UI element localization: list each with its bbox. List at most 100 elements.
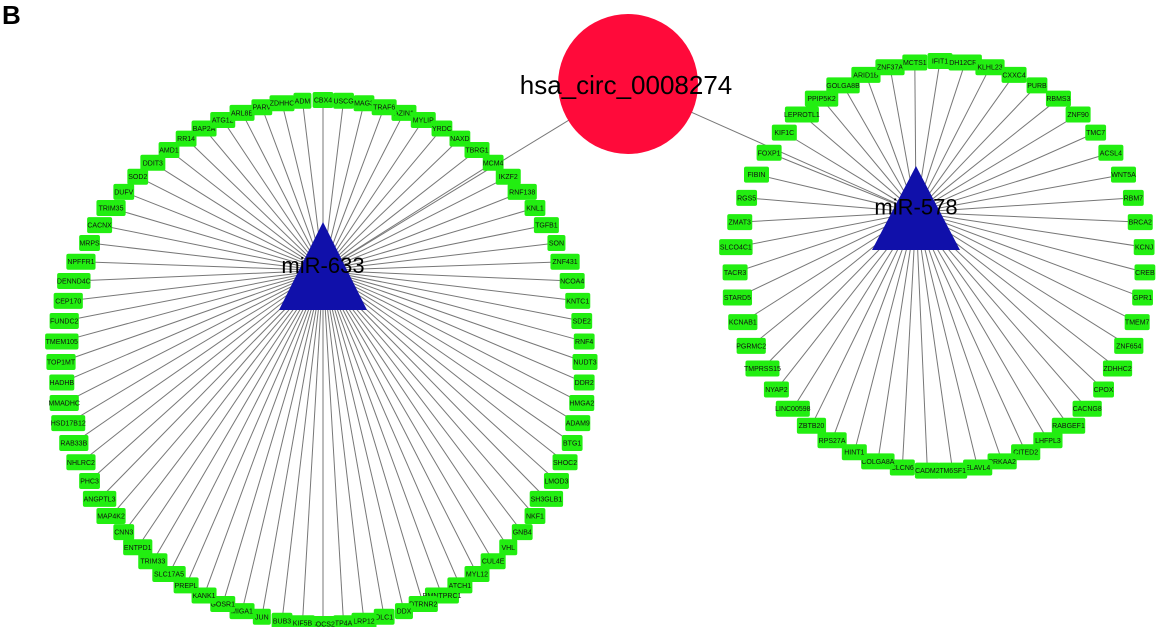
gene-node[interactable]: LRP12	[351, 612, 377, 629]
gene-node[interactable]: LEPROTL1	[784, 106, 820, 123]
gene-node[interactable]: NPFFR1	[66, 253, 96, 270]
gene-node[interactable]: CACNG8	[1072, 400, 1102, 417]
gene-node[interactable]: KLHL23	[975, 59, 1005, 76]
gene-node[interactable]: ENTPD1	[123, 539, 153, 556]
gene-node[interactable]: LMOD3	[543, 472, 569, 489]
gene-node[interactable]: MMADHC	[48, 394, 80, 411]
gene-node[interactable]: IFIT1	[927, 53, 953, 69]
gene-node[interactable]: KIF5B	[289, 615, 315, 632]
gene-node[interactable]: DENND4C	[57, 273, 91, 290]
gene-node[interactable]: TRIM35	[96, 200, 126, 217]
gene-node[interactable]: ARID1B	[851, 66, 881, 83]
gene-node[interactable]: RNF4	[573, 333, 595, 350]
gene-node[interactable]: ANGPTL3	[82, 490, 117, 507]
gene-node[interactable]: SHOC2	[552, 454, 578, 471]
gene-node[interactable]: SDE2	[571, 313, 593, 330]
gene-node[interactable]: KCNAB1	[728, 314, 758, 331]
gene-node[interactable]: SLC17A5	[152, 565, 186, 582]
gene-node[interactable]: TGFB1	[533, 217, 559, 234]
gene-node[interactable]: NAXD	[449, 130, 471, 147]
gene-node[interactable]: NUDT3	[572, 354, 598, 370]
gene-node[interactable]: TMEM105	[45, 333, 79, 350]
gene-node[interactable]: RBMS3	[1045, 90, 1071, 107]
gene-node[interactable]: DDIT3	[140, 154, 166, 171]
gene-node[interactable]: PGRMC2	[736, 337, 766, 354]
gene-node[interactable]: DUFV	[113, 183, 135, 200]
gene-node[interactable]: ADAM9	[565, 415, 591, 432]
gene-node[interactable]: BRCA2	[1127, 214, 1153, 231]
gene-node[interactable]: MAG3	[353, 95, 375, 112]
gene-node[interactable]: CACNX	[87, 217, 112, 234]
gene-node[interactable]: TOP1MT	[46, 354, 76, 370]
gene-node[interactable]: KNL1	[524, 200, 546, 217]
gene-node[interactable]: FOXP1	[756, 144, 782, 161]
gene-node[interactable]: SLCO4C1	[719, 239, 753, 256]
gene-node[interactable]: DTRNR2	[408, 596, 438, 613]
gene-node[interactable]: CUL4E	[480, 553, 506, 570]
gene-node[interactable]: ADM	[293, 92, 312, 109]
gene-node[interactable]: BTG1	[561, 434, 583, 451]
gene-node[interactable]: CNN3	[113, 524, 135, 541]
gene-node[interactable]: MCTS1	[902, 54, 928, 71]
gene-node[interactable]: RABGEF1	[1051, 417, 1086, 434]
gene-node[interactable]: RR14	[175, 130, 197, 147]
gene-node[interactable]: GNB4	[511, 524, 533, 541]
gene-node[interactable]: AMD1	[158, 142, 180, 159]
gene-node[interactable]: GOLGA8B	[826, 77, 860, 94]
gene-node[interactable]: CADM2	[914, 462, 940, 479]
gene-node[interactable]: HSD17B12	[51, 415, 86, 432]
mirna-node-mir578[interactable]: miR-578	[872, 166, 960, 250]
gene-node[interactable]: MRPS	[79, 235, 100, 252]
gene-node[interactable]: CEP170	[53, 292, 83, 309]
gene-node[interactable]: PRKAA2	[987, 453, 1017, 470]
gene-node[interactable]: CREB	[1134, 264, 1156, 281]
gene-node[interactable]: PARV	[251, 99, 273, 116]
gene-node[interactable]: ARL8B	[229, 104, 255, 121]
gene-node[interactable]: TP4A	[333, 615, 354, 632]
gene-node[interactable]: TRAF6	[371, 99, 397, 116]
gene-node[interactable]: RBM7	[1122, 189, 1144, 206]
gene-node[interactable]: ZNF654	[1114, 337, 1144, 354]
gene-node[interactable]: RPS27A	[817, 432, 847, 449]
gene-node[interactable]: MCM4	[482, 154, 504, 171]
gene-node[interactable]: ZNF431	[550, 253, 580, 270]
gene-node[interactable]: TM6SF1	[938, 462, 968, 479]
gene-node[interactable]: CXXC4	[1001, 66, 1027, 83]
gene-node[interactable]: PHC3	[79, 472, 100, 489]
gene-node[interactable]: RGS5	[736, 189, 758, 206]
gene-node[interactable]: SON	[547, 235, 566, 252]
gene-node[interactable]: USCG	[333, 92, 354, 109]
gene-node[interactable]: GPR1	[1132, 289, 1153, 306]
gene-node[interactable]: ACSL4	[1098, 144, 1124, 161]
gene-node[interactable]: FUNDC2	[49, 313, 79, 330]
gene-node[interactable]: VHL	[499, 539, 518, 556]
gene-node[interactable]: RAB33B	[59, 434, 89, 451]
gene-node[interactable]: TRIM33	[138, 553, 168, 570]
gene-node[interactable]: WNT5A	[1111, 166, 1136, 183]
gene-node[interactable]: HADHB	[49, 374, 74, 391]
gene-node[interactable]: TBRG1	[464, 142, 490, 159]
gene-node[interactable]: ZDHHC	[269, 95, 295, 112]
gene-node[interactable]: TMPRSS15	[744, 360, 781, 377]
gene-node[interactable]: NKF1	[524, 507, 546, 524]
gene-node[interactable]: LHFPL3	[1033, 432, 1063, 449]
gene-node[interactable]: ZMAT3	[727, 214, 753, 231]
gene-node[interactable]: NCOA4	[559, 273, 585, 290]
gene-node[interactable]: COLGA8A	[861, 453, 895, 470]
circrna-node[interactable]: hsa_circ_0008274	[520, 14, 733, 154]
gene-node[interactable]: TMEM7	[1124, 314, 1150, 331]
gene-node[interactable]: ELAVL4	[963, 459, 993, 476]
gene-node[interactable]: CLCN6	[889, 459, 915, 476]
gene-node[interactable]: IKZF2	[495, 168, 521, 185]
gene-node[interactable]: MAP4K2	[96, 507, 126, 524]
gene-node[interactable]: CPOX	[1093, 381, 1114, 398]
gene-node[interactable]: JUN	[252, 608, 271, 625]
gene-node[interactable]: CBX4	[312, 92, 334, 108]
gene-node[interactable]: RNF138	[507, 183, 537, 200]
gene-node[interactable]: MIGA1	[229, 603, 255, 620]
gene-node[interactable]: BUB3	[271, 612, 293, 629]
gene-node[interactable]: PPIP5K2	[804, 90, 839, 107]
gene-node[interactable]: DDR2	[573, 374, 595, 391]
gene-node[interactable]: STARD5	[722, 289, 753, 306]
gene-node[interactable]: ZNF37A	[875, 59, 905, 76]
